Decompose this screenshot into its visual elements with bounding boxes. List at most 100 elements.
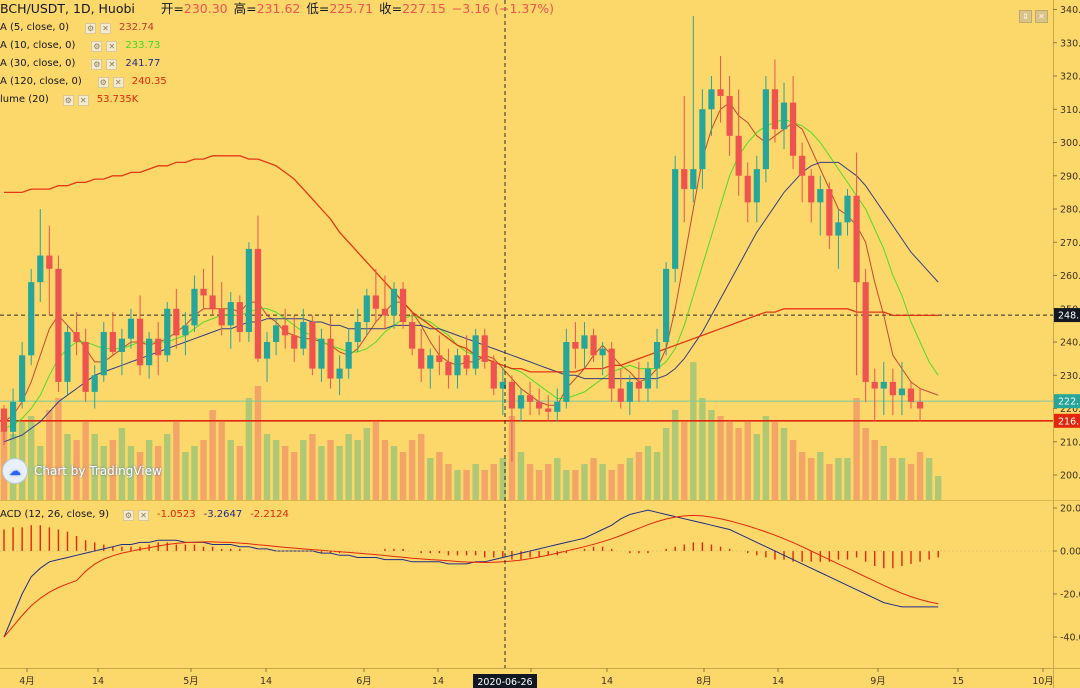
legend-macd[interactable]: ACD (12, 26, close, 9) ⚙ ✕ -1.0523 -3.26… (0, 507, 289, 523)
candle-body (146, 338, 153, 366)
volume-bar (626, 458, 634, 500)
legend-ma30[interactable]: A (30, close, 0) ⚙ ✕ 241.77 (0, 56, 160, 72)
candle-body (481, 335, 488, 362)
candle-body (82, 342, 89, 392)
legend-ma10[interactable]: A (10, close, 0) ⚙ ✕ 233.73 (0, 38, 160, 54)
close-icon[interactable]: ✕ (77, 94, 89, 106)
open-label: 开= (160, 1, 184, 16)
candle-body (55, 268, 62, 382)
price-tick-label: 330. (1060, 38, 1080, 49)
settings-icon[interactable]: ⚙ (85, 22, 97, 34)
candle-body (155, 338, 162, 356)
volume-bar (771, 422, 779, 500)
pane-close-icon[interactable]: ✕ (1035, 10, 1048, 23)
settings-icon[interactable]: ⚙ (91, 40, 103, 52)
price-badge-label: 248. (1058, 311, 1079, 322)
maximize-icon[interactable]: ⇕ (1019, 10, 1032, 23)
legend-value: 53.735K (96, 94, 139, 105)
legend-ma5[interactable]: A (5, close, 0) ⚙ ✕ 232.74 (0, 20, 154, 36)
candle-body (445, 361, 452, 376)
candle-body (218, 308, 225, 326)
volume-bar (345, 434, 352, 500)
settings-icon[interactable]: ⚙ (62, 94, 74, 106)
volume-bar (735, 428, 742, 500)
candle-body (536, 401, 543, 409)
volume-bar (336, 446, 343, 500)
candle-body (463, 355, 470, 369)
ma-line (3, 101, 939, 423)
volume-bar (236, 446, 244, 500)
signal-value: -3.2647 (203, 509, 243, 520)
candle-body (799, 155, 806, 176)
candle-body (789, 102, 797, 156)
candle-body (508, 381, 516, 409)
volume-bar (245, 398, 253, 500)
volume-bar (55, 398, 62, 500)
close-label: 收= (379, 1, 403, 16)
tradingview-watermark[interactable]: ☁ Chart by TradingView (2, 458, 162, 484)
volume-bar (46, 410, 53, 500)
high-value: 231.62 (256, 1, 301, 16)
candle-body (182, 325, 189, 336)
volume-bar (898, 458, 906, 500)
candle-body (826, 189, 833, 236)
candle-body (227, 302, 234, 326)
volume-bar (653, 452, 661, 500)
volume-bar (472, 464, 479, 500)
time-tick-label: 14 (260, 676, 272, 687)
ma-line (3, 118, 939, 429)
candle-body (572, 342, 579, 349)
candle-body (681, 169, 688, 190)
low-value: 225.71 (329, 1, 374, 16)
settings-icon[interactable]: ⚙ (91, 58, 103, 70)
close-icon[interactable]: ✕ (106, 58, 118, 70)
close-icon[interactable]: ✕ (106, 40, 118, 52)
candle-body (590, 335, 597, 356)
legend-label: A (30, close, 0) (0, 58, 76, 69)
candle-body (46, 255, 53, 269)
hist-value: -2.2124 (250, 509, 289, 520)
settings-icon[interactable]: ⚙ (97, 76, 109, 88)
settings-icon[interactable]: ⚙ (122, 509, 134, 521)
candle-body (236, 302, 243, 333)
volume-bar (254, 386, 262, 500)
candle-body (109, 332, 116, 352)
candle-body (436, 355, 443, 362)
legend-ma120[interactable]: A (120, close, 0) ⚙ ✕ 240.35 (0, 74, 167, 90)
candle-body (28, 282, 35, 356)
volume-bar (517, 452, 525, 500)
price-badge (1054, 413, 1080, 428)
volume-bar (499, 458, 507, 500)
volume-bar (200, 440, 207, 500)
candle-body (263, 342, 271, 359)
close-icon[interactable]: ✕ (100, 22, 112, 34)
candle-body (853, 195, 860, 283)
symbol-name[interactable]: BCH/USDT, 1D, Huobi (0, 1, 135, 16)
legend-volume[interactable]: lume (20) ⚙ ✕ 53.735K (0, 92, 138, 108)
candle-body (808, 175, 815, 203)
macd-tick-label: -20.0 (1060, 590, 1080, 601)
volume-bar (291, 452, 298, 500)
volume-bar (526, 464, 534, 500)
close-icon[interactable]: ✕ (137, 509, 149, 521)
volume-bar (64, 434, 71, 500)
macd-line (3, 509, 939, 638)
volume-bar (935, 476, 942, 500)
macd-value: -1.0523 (156, 509, 196, 520)
candle-body (472, 335, 479, 369)
macd-tick-label: 20.00 (1060, 504, 1080, 515)
time-tick-label: 14 (92, 676, 104, 687)
candle-body (844, 195, 851, 223)
volume-bar (281, 446, 289, 500)
price-tick-label: 210. (1060, 437, 1080, 448)
ohlc-low: 低=225.71 (306, 0, 373, 18)
volume-bar (136, 452, 144, 500)
legend-value: 241.77 (125, 58, 161, 69)
volume-bar (309, 434, 316, 500)
close-icon[interactable]: ✕ (112, 76, 124, 88)
volume-bar (690, 362, 697, 500)
candle-body (327, 338, 334, 379)
volume-bar (717, 416, 724, 500)
